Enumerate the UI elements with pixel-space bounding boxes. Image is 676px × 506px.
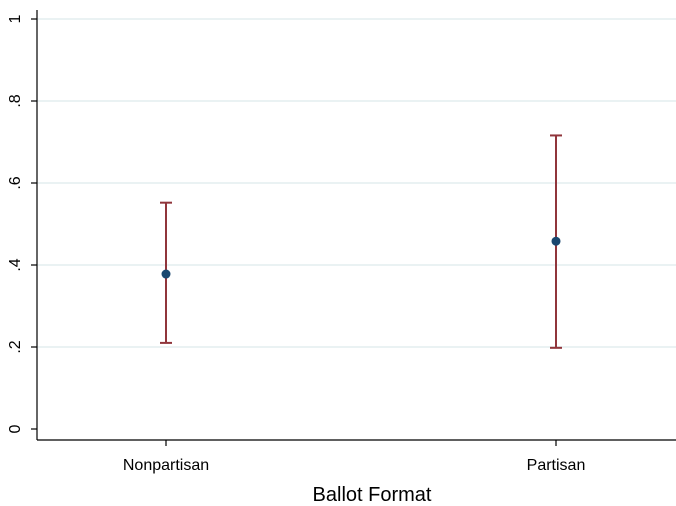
y-tick-label: 0 bbox=[7, 424, 24, 433]
axes bbox=[36, 10, 676, 441]
y-axis-ticks: 0 .2 .4 .6 .8 1 bbox=[7, 14, 37, 433]
data-point bbox=[161, 269, 171, 279]
y-tick-label: 1 bbox=[7, 14, 24, 23]
gridlines bbox=[37, 18, 676, 348]
data-point bbox=[551, 236, 561, 246]
x-tick-label: Nonpartisan bbox=[123, 457, 209, 474]
x-axis-title: Ballot Format bbox=[313, 484, 432, 506]
y-tick-label: .6 bbox=[7, 176, 24, 189]
plot-marks bbox=[160, 134, 562, 349]
y-tick-label: .2 bbox=[7, 340, 24, 353]
x-axis-ticks: Nonpartisan Partisan bbox=[123, 440, 585, 474]
x-tick-label: Partisan bbox=[527, 457, 586, 474]
y-tick-label: .4 bbox=[7, 258, 24, 271]
y-tick-label: .8 bbox=[7, 94, 24, 107]
